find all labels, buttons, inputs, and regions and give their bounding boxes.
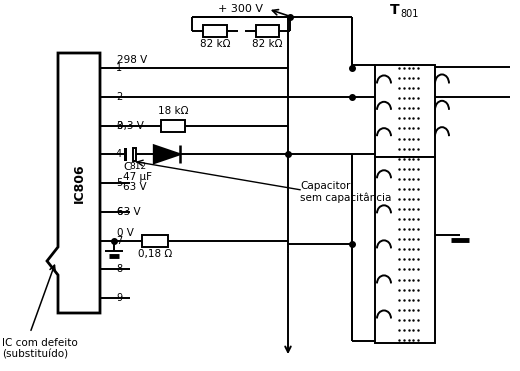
Text: 82 kΩ: 82 kΩ <box>252 39 283 49</box>
Text: 0,3 V: 0,3 V <box>117 121 144 131</box>
Text: 82 kΩ: 82 kΩ <box>200 39 230 49</box>
Text: 8: 8 <box>116 264 122 274</box>
Text: 298 V: 298 V <box>117 55 147 65</box>
Text: 63 V: 63 V <box>117 207 140 217</box>
Text: 63 V: 63 V <box>123 182 147 192</box>
Text: 7: 7 <box>116 236 122 246</box>
Bar <box>256 25 279 37</box>
Bar <box>161 119 185 131</box>
Text: 6: 6 <box>116 207 122 217</box>
Text: 2: 2 <box>116 92 122 102</box>
Bar <box>375 157 435 343</box>
Text: 1: 1 <box>116 63 122 73</box>
Text: + 300 V: + 300 V <box>217 4 263 14</box>
Polygon shape <box>47 53 100 313</box>
Text: 812: 812 <box>129 162 146 171</box>
Bar <box>133 148 136 161</box>
Bar <box>203 25 227 37</box>
Bar <box>142 234 168 246</box>
Text: 801: 801 <box>400 9 419 19</box>
Text: 0 V: 0 V <box>117 227 134 237</box>
Text: Capacitor
sem capacitância: Capacitor sem capacitância <box>300 181 392 203</box>
Text: 9: 9 <box>116 293 122 303</box>
Bar <box>375 65 435 157</box>
Text: 3: 3 <box>116 121 122 131</box>
Text: 47 μF: 47 μF <box>123 172 152 182</box>
Text: 5: 5 <box>116 178 122 188</box>
Bar <box>124 148 127 161</box>
Text: 4: 4 <box>116 149 122 159</box>
Text: 18 kΩ: 18 kΩ <box>158 106 188 116</box>
Text: IC806: IC806 <box>72 163 85 203</box>
Text: T: T <box>390 3 400 17</box>
Polygon shape <box>154 145 180 163</box>
Text: 0,18 Ω: 0,18 Ω <box>138 250 172 259</box>
Text: IC com defeito
(substituído): IC com defeito (substituído) <box>2 338 78 360</box>
Text: C: C <box>123 162 131 172</box>
